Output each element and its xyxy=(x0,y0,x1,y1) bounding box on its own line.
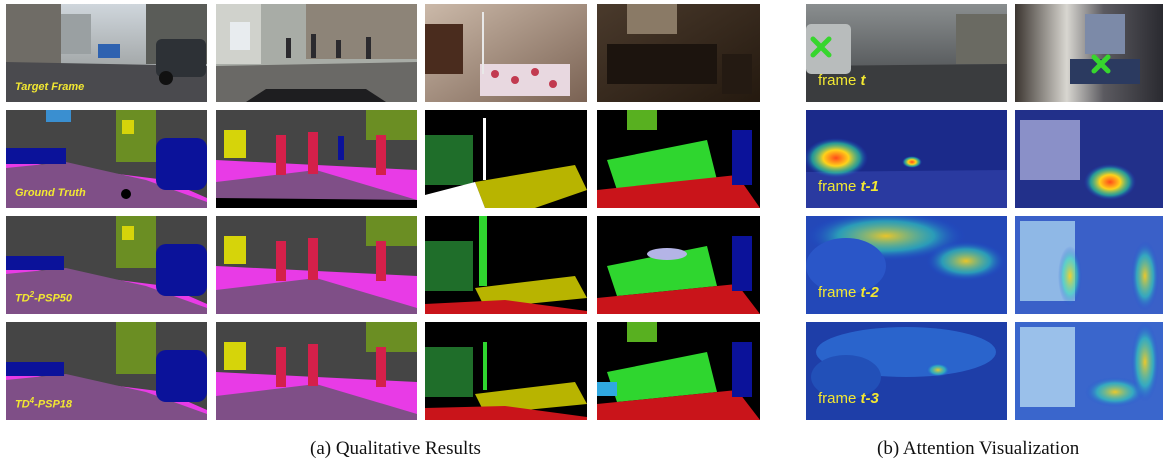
row-label-method-2: TD4-PSP18 xyxy=(15,396,73,411)
gt-city-1: Ground Truth xyxy=(6,110,207,208)
pred2-city-2 xyxy=(216,322,417,420)
caption-attention-visualization: (b) Attention Visualization xyxy=(877,438,1080,459)
pred1-city-1: TD2-PSP50 xyxy=(6,216,207,314)
query-point-marker-street xyxy=(810,36,832,58)
attention-street-frame-t-2: frame t-2 xyxy=(806,216,1007,314)
query-point-marker-hall xyxy=(1091,54,1111,74)
attention-street-frame-t-3: frame t-3 xyxy=(806,322,1007,420)
pred1-bedroom xyxy=(425,216,587,314)
gt-living-room xyxy=(597,110,760,208)
pred1-city-2 xyxy=(216,216,417,314)
attention-street-frame-t: frame t xyxy=(806,4,1007,102)
attention-hall-frame-t xyxy=(1015,4,1163,102)
pred2-city-1: TD4-PSP18 xyxy=(6,322,207,420)
frame-label-t: frame t xyxy=(818,72,866,89)
row-label-method-1: TD2-PSP50 xyxy=(15,290,73,305)
row-label-ground-truth: Ground Truth xyxy=(15,187,86,199)
frame-label-t-1: frame t-1 xyxy=(818,178,879,195)
gt-bedroom xyxy=(425,110,587,208)
caption-qualitative-results: (a) Qualitative Results xyxy=(310,438,481,459)
pred2-bedroom xyxy=(425,322,587,420)
target-frame-bedroom xyxy=(425,4,587,102)
target-frame-living-room xyxy=(597,4,760,102)
attention-street-frame-t-1: frame t-1 xyxy=(806,110,1007,208)
target-frame-city-1: Target Frame xyxy=(6,4,207,102)
frame-label-t-2: frame t-2 xyxy=(818,284,879,301)
frame-label-t-3: frame t-3 xyxy=(818,390,879,407)
attention-hall-frame-t-3 xyxy=(1015,322,1163,420)
pred2-living-room xyxy=(597,322,760,420)
gt-city-2 xyxy=(216,110,417,208)
pred1-living-room xyxy=(597,216,760,314)
attention-hall-frame-t-1 xyxy=(1015,110,1163,208)
attention-hall-frame-t-2 xyxy=(1015,216,1163,314)
target-frame-city-2 xyxy=(216,4,417,102)
row-label-target-frame: Target Frame xyxy=(15,81,85,93)
